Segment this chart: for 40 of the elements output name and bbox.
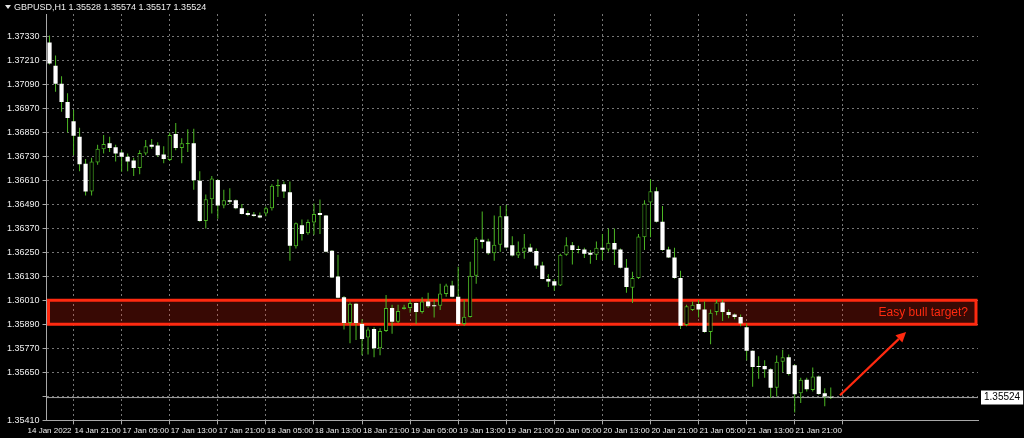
x-tick-label: 21 Jan 13:00 bbox=[747, 426, 795, 436]
y-tick-label: 1.36970 bbox=[6, 102, 40, 113]
band-label: Easy bull target? bbox=[878, 304, 969, 319]
y-tick-label: 1.36130 bbox=[6, 270, 40, 281]
y-tick-label: 1.36010 bbox=[6, 294, 40, 305]
x-tick-label: 21 Jan 05:00 bbox=[699, 426, 747, 436]
y-tick-label: 1.36610 bbox=[6, 174, 40, 185]
chart-title: GBPUSD,H1 1.35528 1.35574 1.35517 1.35524 bbox=[14, 1, 207, 13]
y-tick-label: 1.37330 bbox=[6, 30, 40, 41]
y-tick-label: 1.35410 bbox=[6, 414, 40, 425]
y-tick-label: 1.36730 bbox=[6, 150, 40, 161]
x-tick-label: 17 Jan 13:00 bbox=[170, 426, 218, 436]
y-tick-label: 1.35770 bbox=[6, 342, 40, 353]
x-tick-label: 19 Jan 21:00 bbox=[507, 426, 554, 436]
x-tick-label: 17 Jan 05:00 bbox=[122, 426, 170, 436]
y-tick-label: 1.36490 bbox=[6, 198, 40, 209]
x-tick-label: 14 Jan 2022 bbox=[27, 426, 73, 436]
y-tick-label: 1.36370 bbox=[6, 222, 40, 233]
y-tick-label: 1.37210 bbox=[6, 54, 40, 65]
x-tick-label: 18 Jan 05:00 bbox=[266, 426, 314, 436]
y-tick-label: 1.36850 bbox=[6, 126, 40, 137]
x-tick-label: 14 Jan 21:00 bbox=[74, 426, 122, 436]
x-tick-label: 20 Jan 05:00 bbox=[555, 426, 603, 436]
y-tick-label: 1.35650 bbox=[6, 366, 40, 377]
y-tick-label: 1.35890 bbox=[6, 318, 40, 329]
y-tick-label: 1.37090 bbox=[6, 78, 40, 89]
x-tick-label: 18 Jan 21:00 bbox=[362, 426, 410, 436]
candlestick bbox=[828, 387, 833, 399]
candlestick bbox=[756, 356, 761, 379]
ref-line-label: 1.35524 bbox=[984, 391, 1021, 403]
y-tick-label: 1.36250 bbox=[6, 246, 40, 257]
x-tick-label: 18 Jan 13:00 bbox=[314, 426, 362, 436]
candlestick bbox=[600, 234, 605, 261]
x-tick-label: 20 Jan 21:00 bbox=[651, 426, 699, 436]
x-tick-label: 19 Jan 13:00 bbox=[459, 426, 506, 436]
x-tick-label: 21 Jan 21:00 bbox=[795, 426, 843, 436]
x-tick-label: 20 Jan 13:00 bbox=[603, 426, 651, 436]
candlestick bbox=[317, 199, 323, 235]
x-tick-label: 19 Jan 05:00 bbox=[411, 426, 458, 436]
x-tick-label: 17 Jan 21:00 bbox=[218, 426, 266, 436]
